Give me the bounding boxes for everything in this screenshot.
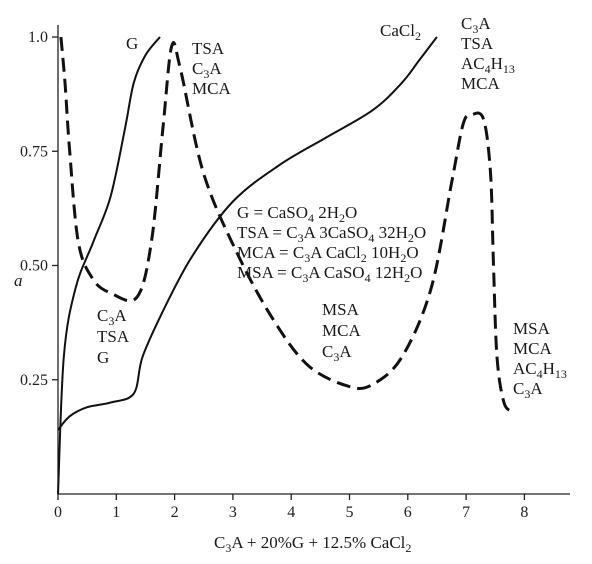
label-g-curve: G xyxy=(126,34,138,53)
label-region-left: TSA xyxy=(97,327,130,346)
solid-series-line-1 xyxy=(57,36,438,431)
ticks: 0 1 2 3 4 5 6 7 8 0.25 0.50 0.75 1.0 xyxy=(20,29,528,521)
label-peak1: C3A xyxy=(192,59,222,81)
x-tick-label: 6 xyxy=(404,504,412,521)
label-region-mid: MSA xyxy=(322,300,360,319)
label-region-right: C3A xyxy=(513,379,543,401)
label-region-right: MCA xyxy=(513,339,552,358)
label-region-mid: MCA xyxy=(322,321,361,340)
label-region-left: G xyxy=(97,348,109,367)
x-tick-label: 8 xyxy=(520,504,528,521)
axes xyxy=(57,25,570,495)
x-tick-label: 5 xyxy=(346,504,354,521)
label-region-mid: C3A xyxy=(322,342,352,364)
y-tick-label: 0.75 xyxy=(20,143,48,160)
label-cacl2-curve: CaCl2 xyxy=(380,21,421,43)
label-region-left: C3A xyxy=(97,306,127,328)
label-region-right: AC4H13 xyxy=(513,359,567,381)
x-tick-label: 1 xyxy=(112,504,120,521)
legend-entry: MSA = C3A CaSO4 12H2O xyxy=(237,263,422,285)
label-region-right: MSA xyxy=(513,319,551,338)
y-tick-label: 0.50 xyxy=(20,258,48,275)
x-tick-label: 0 xyxy=(54,504,62,521)
x-tick-label: 3 xyxy=(229,504,237,521)
x-tick-label: 7 xyxy=(462,504,470,521)
label-peak2: MCA xyxy=(461,74,500,93)
label-peak2: C3A xyxy=(461,14,491,36)
annotations: GCaCl2TSAC3AMCAC3ATSAAC4H13MCAC3ATSAGMSA… xyxy=(97,14,567,401)
solid-series-line-0 xyxy=(57,36,161,495)
label-peak1: MCA xyxy=(192,79,231,98)
x-axis-title: C3A + 20%G + 12.5% CaCl2 xyxy=(214,533,411,555)
dashed-series-line xyxy=(59,36,514,413)
label-peak2: TSA xyxy=(461,34,494,53)
x-tick-label: 2 xyxy=(171,504,179,521)
x-tick-label: 4 xyxy=(287,504,295,521)
y-tick-label: 1.0 xyxy=(28,29,48,46)
legend-entry: MCA = C3A CaCl2 10H2O xyxy=(237,243,419,265)
label-peak2: AC4H13 xyxy=(461,54,515,76)
curves xyxy=(57,36,514,495)
y-axis-title: a xyxy=(14,271,23,290)
label-peak1: TSA xyxy=(192,39,225,58)
y-tick-label: 0.25 xyxy=(20,372,48,389)
legend-entry: G = CaSO4 2H2O xyxy=(237,203,357,225)
legend-entry: TSA = C3A 3CaSO4 32H2O xyxy=(237,223,426,245)
